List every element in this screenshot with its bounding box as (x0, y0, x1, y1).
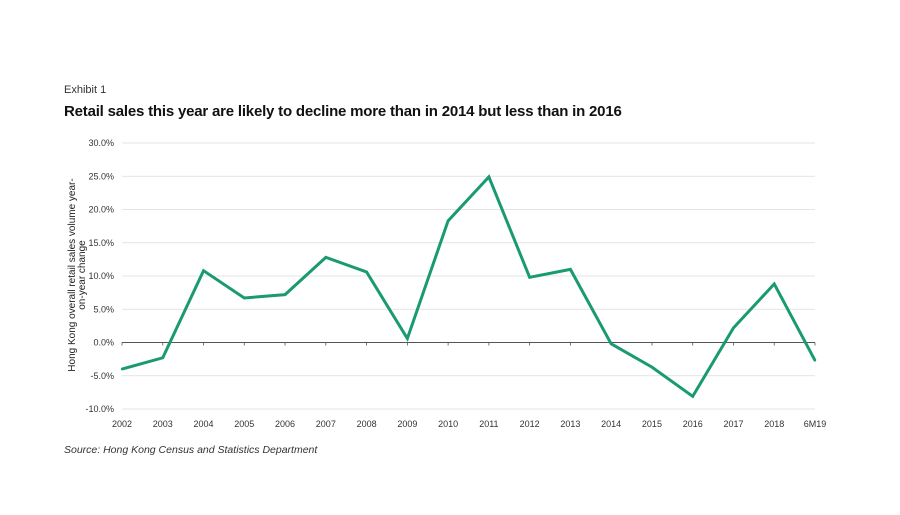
x-tick-label: 2016 (683, 419, 703, 429)
data-point (691, 395, 694, 398)
y-tick-label: 20.0% (88, 205, 114, 215)
y-tick-label: 5.0% (93, 304, 114, 314)
data-point (202, 269, 205, 272)
y-tick-label: 10.0% (88, 271, 114, 281)
x-tick-label: 2005 (234, 419, 254, 429)
x-tick-label: 2006 (275, 419, 295, 429)
exhibit-label: Exhibit 1 (64, 84, 107, 96)
data-point (528, 276, 531, 279)
x-tick-label: 2008 (357, 419, 377, 429)
data-point (283, 293, 287, 296)
data-point (324, 256, 328, 259)
y-tick-label: -10.0% (85, 404, 114, 414)
data-point (650, 365, 654, 369)
data-point (773, 282, 776, 286)
x-tick-label: 2003 (153, 419, 173, 429)
series-lines (120, 174, 817, 399)
x-tick-label: 2015 (642, 419, 662, 429)
x-tick-label: 2009 (397, 419, 417, 429)
x-tick-label: 2004 (194, 419, 214, 429)
data-point (120, 367, 124, 371)
y-axis-label-line-1: Hong Kong overall retail sales volume ye… (67, 178, 78, 371)
y-tick-label: 25.0% (88, 171, 114, 181)
y-tick-label: 0.0% (93, 338, 114, 348)
series-line (121, 174, 817, 399)
data-point (732, 326, 735, 330)
y-axis-ticks: -10.0% -5.0% 0.0% 5.0% 10.0% 15.0% 20.0% 25.0% 3… (85, 138, 114, 414)
data-point (161, 356, 164, 359)
x-axis-ticks: 2002 2003 2004 2005 2006 2007 2008 2009 2010 2011… (112, 342, 827, 429)
y-axis-label-line-2: on-year change (77, 240, 88, 310)
x-tick-label: 2010 (438, 419, 458, 429)
data-point (813, 359, 817, 362)
data-point (609, 342, 613, 346)
data-point (406, 337, 409, 340)
data-point (569, 268, 572, 271)
x-tick-label: 2017 (723, 419, 743, 429)
x-tick-label: 2018 (764, 419, 784, 429)
chart-title: Retail sales this year are likely to dec… (64, 103, 622, 120)
data-point (446, 219, 450, 223)
gridlines (122, 142, 815, 410)
source-note: Source: Hong Kong Census and Statistics … (64, 444, 318, 456)
x-tick-label: 6M19 (804, 419, 827, 429)
y-tick-label: 30.0% (88, 138, 114, 148)
x-tick-label: 2012 (520, 419, 540, 429)
data-point (243, 296, 246, 300)
x-tick-label: 2014 (601, 419, 621, 429)
x-tick-label: 2011 (479, 419, 498, 429)
y-tick-label: -5.0% (90, 371, 114, 381)
x-tick-label: 2002 (112, 419, 132, 429)
x-tick-label: 2013 (560, 419, 580, 429)
x-tick-label: 2007 (316, 419, 336, 429)
data-point (487, 175, 491, 179)
data-point (365, 270, 368, 274)
y-tick-label: 15.0% (88, 238, 114, 248)
